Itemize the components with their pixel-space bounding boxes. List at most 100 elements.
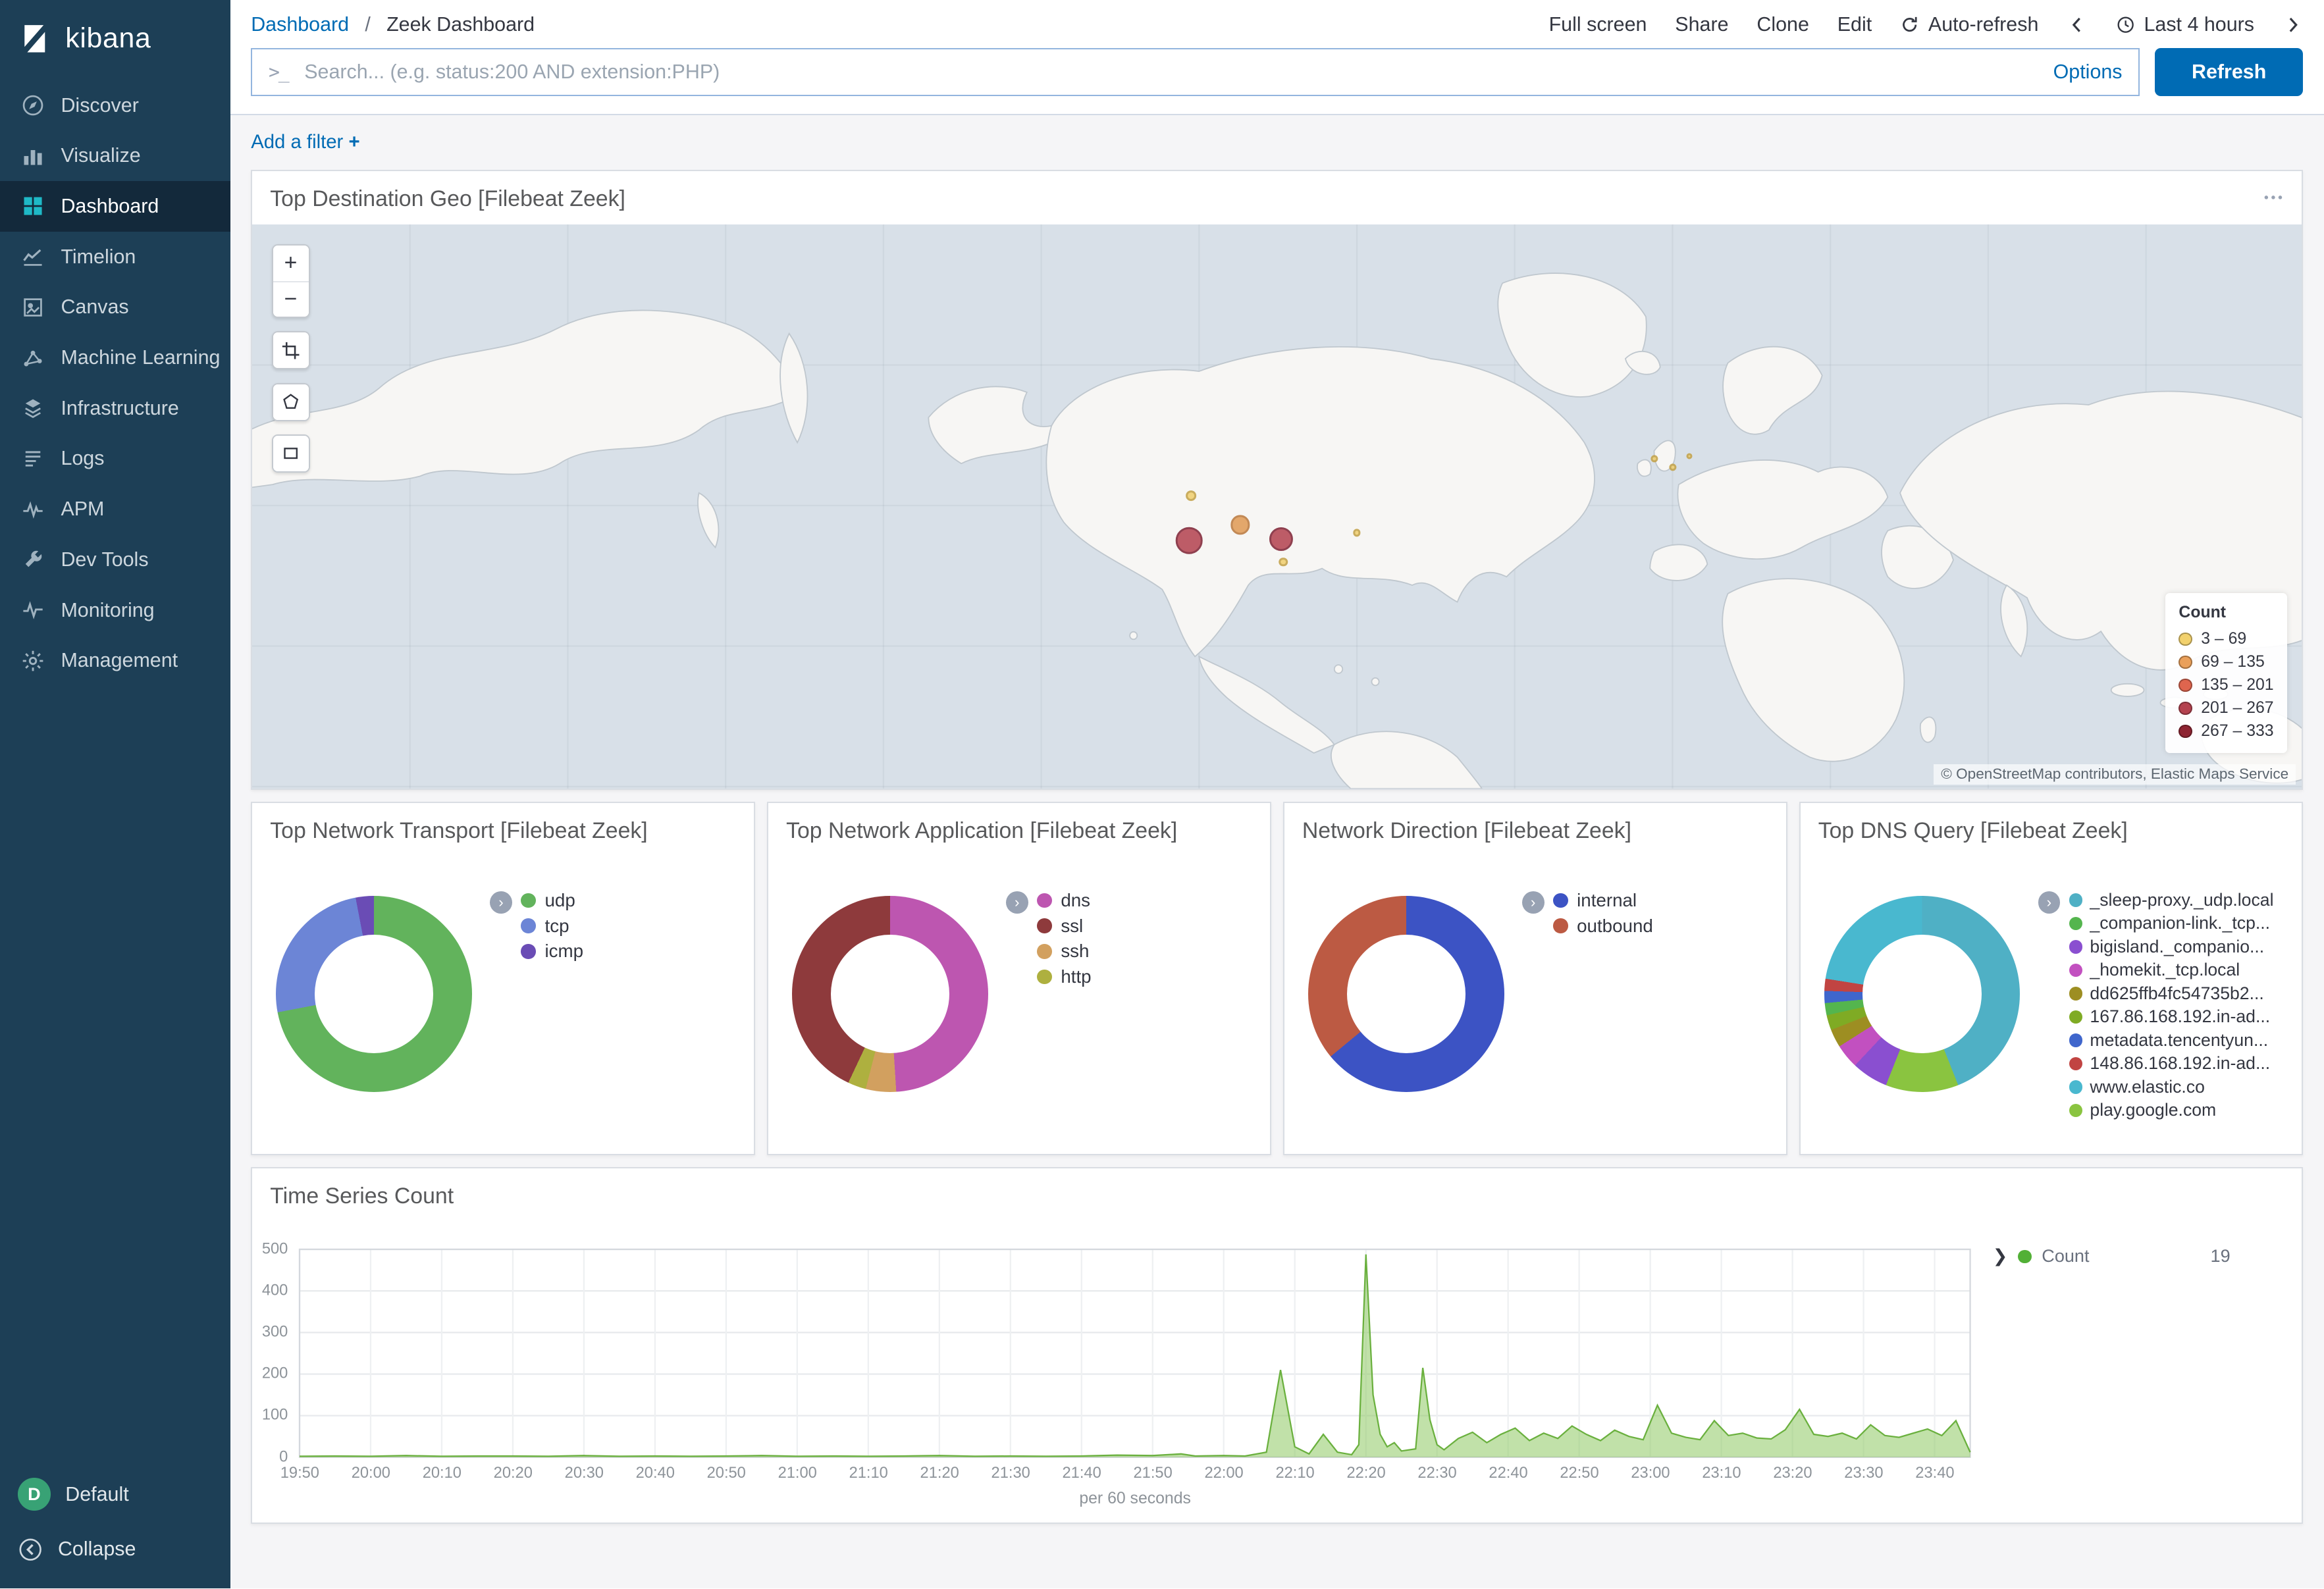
legend-range-label: 201 – 267 (2201, 698, 2274, 717)
world-map[interactable]: + − Count 3 – 69 69 – 135 135 – 201 201 – 26… (252, 224, 2302, 789)
sidebar-item-apm[interactable]: APM (0, 484, 230, 534)
donut-chart[interactable] (792, 895, 988, 1092)
draw-polygon-button[interactable] (273, 384, 309, 420)
sidebar-item-collapse[interactable]: Collapse (0, 1522, 230, 1576)
legend-color-dot (2069, 893, 2083, 907)
legend-item[interactable]: http (1037, 966, 1092, 987)
geo-data-point[interactable] (1279, 558, 1288, 567)
sidebar-item-logs[interactable]: Logs (0, 434, 230, 484)
fit-data-button[interactable] (273, 332, 309, 369)
legend-color-dot (2069, 940, 2083, 954)
auto-refresh-button[interactable]: Auto-refresh (1900, 13, 2038, 36)
legend-expand-icon[interactable]: › (2038, 891, 2061, 914)
x-axis-tick-label: 23:20 (1773, 1464, 1812, 1482)
breadcrumb-current: Zeek Dashboard (386, 13, 535, 36)
search-options-link[interactable]: Options (2053, 60, 2123, 83)
legend-item[interactable]: 167.86.168.192.in-ad... (2069, 1006, 2274, 1027)
chart-legend: › udp tcp icmp (490, 890, 583, 1092)
sidebar-item-default[interactable]: D Default (0, 1467, 230, 1522)
y-axis-tick-label: 500 (261, 1240, 288, 1258)
geo-data-point[interactable] (1175, 527, 1203, 554)
legend-item[interactable]: outbound (1553, 916, 1653, 937)
topnav-clone[interactable]: Clone (1756, 13, 1809, 36)
sidebar-item-management[interactable]: Management (0, 635, 230, 686)
map-legend-row: 267 – 333 (2179, 720, 2274, 743)
legend-label: ssh (1061, 941, 1090, 962)
time-back-button[interactable] (2067, 14, 2088, 36)
add-filter-link[interactable]: Add a filter + (251, 131, 360, 153)
panel-options-icon[interactable] (2262, 186, 2284, 215)
search-input[interactable] (301, 59, 2040, 86)
legend-expand-icon[interactable]: › (1005, 891, 1028, 914)
legend-item[interactable]: ssh (1037, 941, 1091, 962)
geo-data-point[interactable] (1269, 527, 1294, 551)
legend-item[interactable]: 148.86.168.192.in-ad... (2069, 1053, 2274, 1074)
legend-item[interactable]: _homekit._tcp.local (2069, 960, 2274, 980)
geo-data-point[interactable] (1353, 529, 1361, 536)
geo-data-point[interactable] (1186, 490, 1196, 501)
legend-label: udp (544, 889, 575, 910)
avatar: D (18, 1478, 51, 1511)
legend-item[interactable]: _sleep-proxy._udp.local (2069, 890, 2274, 910)
legend-item[interactable]: tcp (521, 916, 583, 937)
donut-chart[interactable] (276, 895, 472, 1092)
main-area: Dashboard / Zeek Dashboard Full screen Sh… (230, 0, 2324, 1589)
legend-item[interactable]: bigisland._companio... (2069, 937, 2274, 957)
series-name[interactable]: Count (2042, 1246, 2090, 1266)
breadcrumb-dashboard-link[interactable]: Dashboard (251, 13, 350, 36)
legend-label: 148.86.168.192.in-ad... (2090, 1053, 2271, 1074)
sidebar-item-infrastructure[interactable]: Infrastructure (0, 383, 230, 434)
sidebar-item-dev-tools[interactable]: Dev Tools (0, 534, 230, 585)
legend-item[interactable]: dd625ffb4fc54735b2... (2069, 983, 2274, 1004)
zoom-in-button[interactable]: + (273, 245, 309, 281)
topnav-edit[interactable]: Edit (1837, 13, 1872, 36)
legend-item[interactable]: icmp (521, 941, 583, 962)
time-series-plot[interactable]: 0 100 200 300 400 500 19:50 20:00 20:10 20:20 20:3… (262, 1240, 1970, 1482)
legend-collapse-icon[interactable]: ❯ (1992, 1246, 2008, 1266)
legend-item[interactable]: udp (521, 890, 583, 911)
legend-item[interactable]: www.elastic.co (2069, 1077, 2274, 1097)
sidebar-item-discover[interactable]: Discover (0, 80, 230, 131)
zoom-out-button[interactable]: − (273, 280, 309, 317)
legend-item[interactable]: play.google.com (2069, 1100, 2274, 1120)
legend-label: outbound (1577, 915, 1653, 936)
legend-color-dot (1037, 944, 1052, 959)
legend-expand-icon[interactable]: › (490, 891, 512, 914)
clock-icon (2116, 15, 2135, 34)
x-axis-tick-label: 20:40 (635, 1464, 675, 1482)
refresh-button[interactable]: Refresh (2154, 48, 2304, 96)
sidebar-item-dashboard[interactable]: Dashboard (0, 181, 230, 232)
sidebar-item-timelion[interactable]: Timelion (0, 232, 230, 282)
kibana-logo[interactable]: kibana (0, 0, 230, 80)
geo-data-point[interactable] (1650, 455, 1658, 463)
legend-item[interactable]: metadata.tencentyun... (2069, 1030, 2274, 1051)
geo-data-point[interactable] (1686, 453, 1693, 459)
time-forward-button[interactable] (2283, 14, 2304, 36)
draw-rectangle-button[interactable] (273, 436, 309, 472)
geo-data-point[interactable] (1669, 463, 1677, 471)
panel-title: Top Destination Geo [Filebeat Zeek] (270, 186, 625, 211)
geo-data-point[interactable] (1230, 515, 1250, 534)
topnav-full-screen[interactable]: Full screen (1548, 13, 1647, 36)
timelion-icon (21, 245, 45, 269)
sidebar-item-visualize[interactable]: Visualize (0, 130, 230, 181)
y-axis-tick-label: 300 (261, 1323, 288, 1341)
chevron-right-icon (2283, 14, 2304, 36)
legend-item[interactable]: internal (1553, 890, 1653, 911)
series-value: 19 (2210, 1246, 2231, 1266)
legend-item[interactable]: _companion-link._tcp... (2069, 913, 2274, 933)
legend-item[interactable]: ssl (1037, 916, 1091, 937)
legend-expand-icon[interactable]: › (1521, 891, 1545, 914)
legend-swatch (2179, 633, 2192, 646)
time-range-button[interactable]: Last 4 hours (2116, 13, 2254, 36)
sidebar-item-machine-learning[interactable]: Machine Learning (0, 332, 230, 383)
sidebar-item-canvas[interactable]: Canvas (0, 282, 230, 333)
topnav-share[interactable]: Share (1675, 13, 1729, 36)
legend-item[interactable]: dns (1037, 890, 1091, 911)
donut-chart[interactable] (1307, 895, 1504, 1092)
kibana-logo-icon (19, 22, 52, 55)
sidebar-item-monitoring[interactable]: Monitoring (0, 585, 230, 636)
donut-chart[interactable] (1824, 895, 2020, 1092)
donut-panels-row: Top Network Transport [Filebeat Zeek] › … (251, 802, 2304, 1156)
